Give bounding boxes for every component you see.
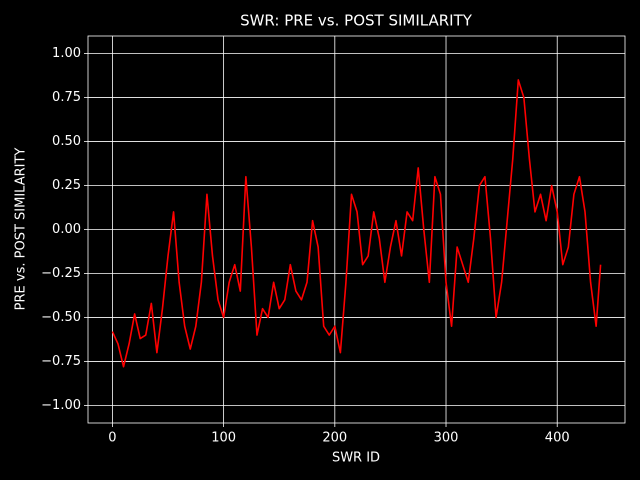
y-tick-label: 0.00 [52, 222, 81, 237]
x-tick-label: 400 [545, 431, 570, 446]
x-tick-label: 300 [434, 431, 459, 446]
y-tick-label: −0.75 [41, 354, 81, 369]
x-tick-label: 200 [322, 431, 347, 446]
y-tick-label: −0.25 [41, 266, 81, 281]
y-tick-label: 0.50 [52, 134, 81, 149]
chart-title: SWR: PRE vs. POST SIMILARITY [240, 12, 473, 30]
y-tick-label: 0.25 [52, 178, 81, 193]
y-tick-label: 1.00 [52, 46, 81, 61]
y-axis-label: PRE vs. POST SIMILARITY [14, 148, 29, 311]
y-tick-label: −1.00 [41, 398, 81, 413]
x-axis-label: SWR ID [332, 451, 380, 466]
x-tick-label: 0 [108, 431, 116, 446]
y-tick-label: 0.75 [52, 90, 81, 105]
data-line [111, 79, 602, 368]
x-tick-label: 100 [211, 431, 236, 446]
y-tick-label: −0.50 [41, 310, 81, 325]
axes-frame [87, 35, 626, 424]
